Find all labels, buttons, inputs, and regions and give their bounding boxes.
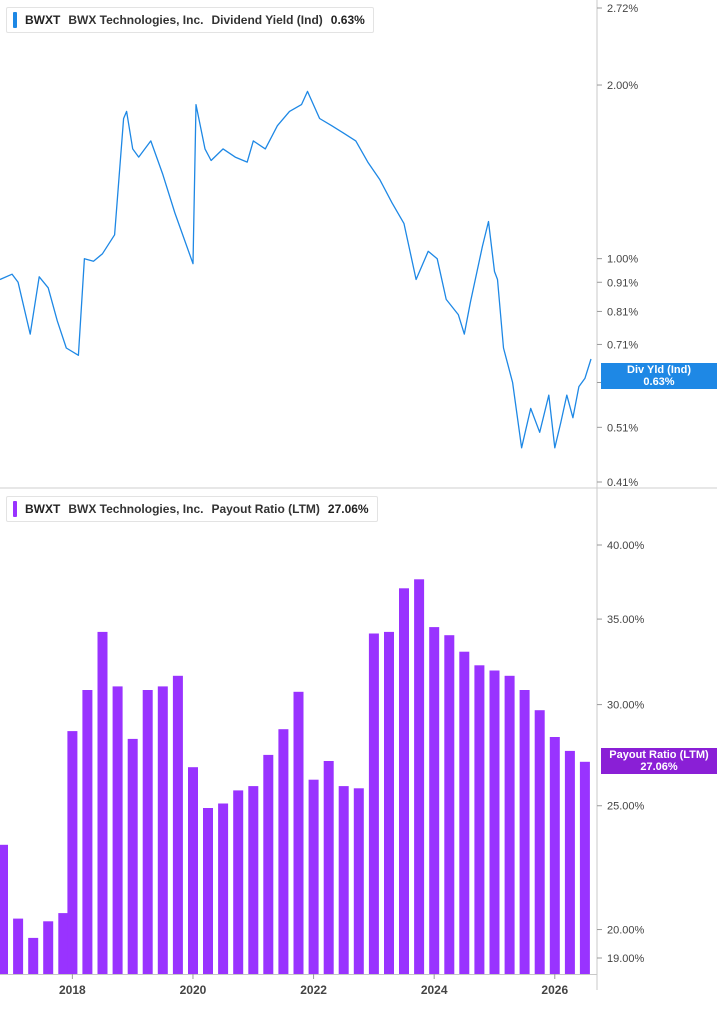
y-tick-label: 30.00% [607, 700, 645, 712]
y-tick-label: 20.00% [607, 925, 645, 937]
y-tick-label: 0.71% [607, 339, 638, 351]
y-tick-label: 0.81% [607, 306, 638, 318]
legend-ticker: BWXT [25, 13, 61, 27]
payout-ratio-bar [489, 670, 500, 974]
payout-ratio-bar [504, 675, 515, 974]
payout-ratio-bar [157, 686, 168, 974]
y-tick-label: 2.72% [607, 3, 638, 15]
payout-ratio-bar [67, 731, 78, 974]
payout-ratio-bar [13, 918, 24, 974]
payout-ratio-bar [444, 635, 455, 974]
payout-ratio-bar [459, 651, 470, 974]
payout-ratio-bar [112, 686, 123, 974]
tag-value: 27.06% [640, 761, 678, 773]
payout-ratio-bar [127, 738, 138, 974]
y-tick-label: 1.00% [607, 254, 638, 266]
payout-ratio-bar [338, 786, 349, 974]
payout-ratio-bar [0, 844, 8, 974]
payout-ratio-bar [188, 767, 198, 974]
payout-ratio-bar [43, 921, 54, 974]
y-tick-label: 35.00% [607, 614, 645, 626]
payout-ratio-bar [293, 691, 304, 974]
payout-ratio-bar [549, 737, 560, 974]
y-tick-label: 19.00% [607, 953, 645, 965]
payout-ratio-bar [579, 761, 590, 974]
payout-ratio-bar [263, 754, 274, 974]
payout-ratio-bar [58, 913, 69, 974]
payout-ratio-bar [218, 803, 229, 974]
legend-company: BWX Technologies, Inc. [68, 502, 204, 516]
payout-ratio-bar [519, 690, 530, 974]
payout-ratio-bar [97, 631, 108, 974]
payout-ratio-bar [323, 761, 334, 974]
last-value-tag-dividend-yield: Div Yld (Ind) 0.63% [601, 363, 717, 389]
payout-ratio-bar [203, 808, 213, 974]
payout-ratio-bar [368, 633, 379, 974]
y-tick-label: 2.00% [607, 80, 638, 92]
tag-title: Payout Ratio (LTM) [609, 749, 709, 761]
x-tick-label: 2018 [59, 983, 86, 997]
last-value-tag-payout-ratio: Payout Ratio (LTM) 27.06% [601, 748, 717, 774]
legend-swatch-purple [13, 501, 17, 517]
legend-ticker: BWXT [25, 502, 61, 516]
payout-ratio-bar [233, 790, 244, 974]
y-tick-label: 0.41% [607, 477, 638, 489]
payout-ratio-bar [28, 937, 39, 974]
payout-ratio-bar [474, 665, 485, 974]
legend-dividend-yield[interactable]: BWXT BWX Technologies, Inc. Dividend Yie… [6, 7, 374, 33]
legend-company: BWX Technologies, Inc. [68, 13, 204, 27]
legend-value: 0.63% [330, 13, 365, 27]
legend-metric: Payout Ratio (LTM) [211, 502, 320, 516]
dividend-yield-line [0, 90, 592, 449]
tag-value: 0.63% [643, 376, 675, 388]
payout-ratio-bar [353, 788, 364, 974]
legend-value: 27.06% [327, 502, 369, 516]
x-tick-label: 2026 [541, 983, 568, 997]
tag-title: Div Yld (Ind) [627, 364, 691, 376]
legend-payout-ratio[interactable]: BWXT BWX Technologies, Inc. Payout Ratio… [6, 496, 378, 522]
x-tick-label: 2024 [421, 983, 448, 997]
payout-ratio-bar [399, 588, 409, 974]
legend-metric: Dividend Yield (Ind) [211, 13, 323, 27]
y-tick-label: 25.00% [607, 801, 645, 813]
payout-ratio-bar [534, 710, 545, 974]
payout-ratio-bar [172, 675, 183, 974]
y-tick-label: 40.00% [607, 540, 645, 552]
payout-ratio-bar [564, 750, 575, 974]
legend-swatch-blue [13, 12, 17, 28]
payout-ratio-bar [414, 579, 425, 974]
payout-ratio-bar [278, 729, 289, 974]
x-tick-label: 2022 [300, 983, 327, 997]
y-tick-label: 0.51% [607, 422, 638, 434]
x-tick-label: 2020 [180, 983, 207, 997]
payout-ratio-bar [308, 779, 319, 974]
payout-ratio-bar [82, 690, 93, 974]
payout-ratio-bar [248, 786, 259, 974]
payout-ratio-bar [429, 627, 440, 974]
payout-ratio-bar [142, 690, 153, 974]
payout-ratio-bar [384, 631, 394, 974]
y-tick-label: 0.91% [607, 277, 638, 289]
